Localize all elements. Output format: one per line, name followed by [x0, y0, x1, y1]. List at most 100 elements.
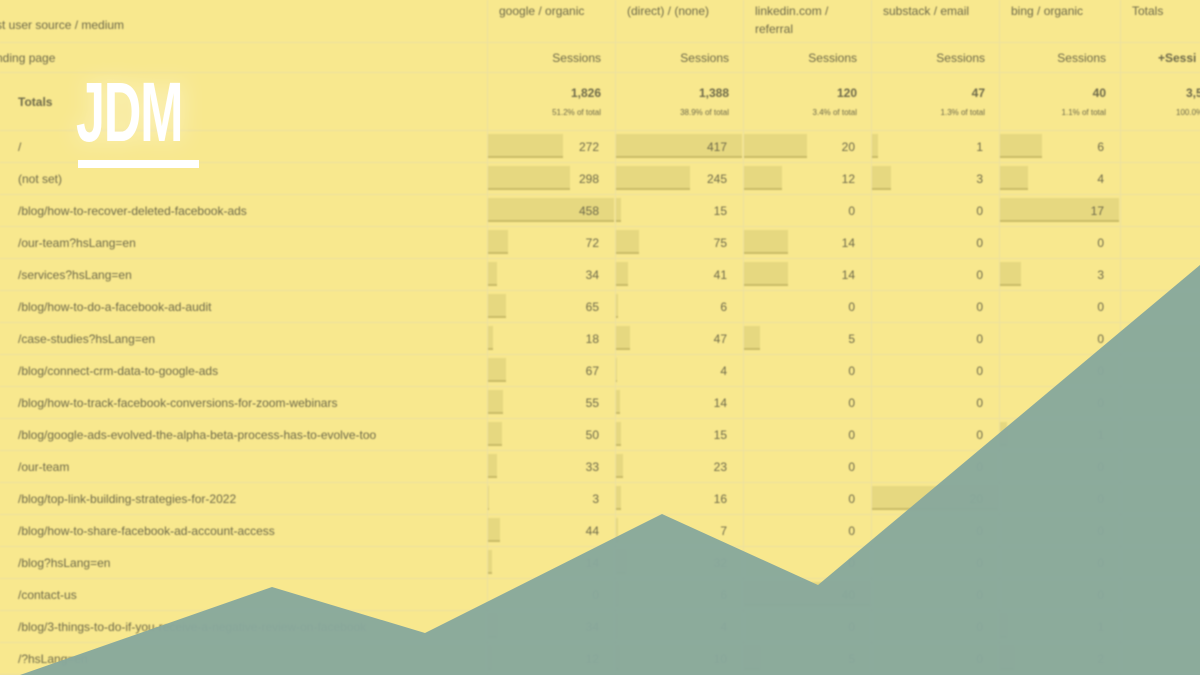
- cell-value: 47: [713, 332, 727, 346]
- row-divider: [0, 418, 1200, 419]
- cell-value: 458: [578, 204, 599, 218]
- cell-value: 17: [1090, 204, 1104, 218]
- cell-value: 245: [706, 172, 727, 186]
- cell-bar: [744, 262, 789, 286]
- cell-bar: [744, 134, 807, 158]
- row-divider: [0, 42, 1200, 43]
- row-divider: [0, 482, 1200, 483]
- cell-value: 0: [976, 396, 983, 410]
- column-header: linkedin.com / referral: [755, 4, 829, 36]
- row-divider: [0, 354, 1200, 355]
- cell-bar: [872, 134, 879, 158]
- metric-header: Sessions: [808, 51, 857, 65]
- cell-bar: [616, 294, 618, 318]
- cell-bar: [744, 326, 760, 350]
- landing-page: /blog/how-to-track-facebook-conversions-…: [18, 396, 338, 410]
- cell-bar: [488, 294, 506, 318]
- cell-value: 0: [976, 364, 983, 378]
- cell-value: 0: [1097, 300, 1104, 314]
- cell-bar: [872, 166, 891, 190]
- mountain-shape: [20, 265, 1200, 675]
- cell-bar: [616, 230, 639, 254]
- cell-value: 3: [976, 172, 983, 186]
- cell-value: 3: [1097, 268, 1104, 282]
- total-value: 1,826: [570, 86, 601, 100]
- cell-value: 272: [578, 140, 599, 154]
- row-divider: [0, 194, 1200, 195]
- total-value: 120: [836, 86, 857, 100]
- cell-value: 0: [976, 236, 983, 250]
- cell-value: 0: [848, 428, 855, 442]
- cell-value: 15: [713, 428, 727, 442]
- row-divider: [0, 450, 1200, 451]
- cell-bar: [616, 262, 629, 286]
- cell-bar: [488, 358, 507, 382]
- cell-value: 44: [585, 524, 599, 538]
- cell-value: 0: [976, 204, 983, 218]
- cell-bar: [488, 422, 502, 446]
- cell-value: 0: [848, 300, 855, 314]
- metric-header: Sessions: [680, 51, 729, 65]
- cell-value: 6: [1097, 140, 1104, 154]
- cell-value: 41: [713, 268, 727, 282]
- cell-value: 15: [713, 204, 727, 218]
- total-share: 3.4% of total: [812, 108, 857, 117]
- cell-bar: [616, 166, 691, 190]
- cell-bar: [488, 166, 570, 190]
- cell-value: 14: [713, 396, 727, 410]
- cell-value: 65: [585, 300, 599, 314]
- logo-underline: [78, 160, 199, 168]
- landing-page: /case-studies?hsLang=en: [18, 332, 156, 346]
- metric-header: Sessions: [936, 51, 985, 65]
- row-divider: [0, 130, 1200, 131]
- cell-bar: [488, 518, 501, 542]
- landing-page: /blog/top-link-building-strategies-for-2…: [18, 492, 237, 506]
- landing-page: /blog/how-to-share-facebook-ad-account-a…: [18, 524, 275, 538]
- cell-value: 14: [841, 268, 855, 282]
- cell-value: 417: [706, 140, 727, 154]
- row-divider: [0, 290, 1200, 291]
- cell-value: 0: [976, 300, 983, 314]
- cell-value: 0: [848, 364, 855, 378]
- row-divider: [0, 386, 1200, 387]
- cell-value: 34: [585, 268, 599, 282]
- cell-bar: [616, 358, 618, 382]
- cell-value: 3: [592, 492, 599, 506]
- cell-value: 14: [841, 236, 855, 250]
- landing-page: /blog/how-to-do-a-facebook-ad-audit: [18, 300, 212, 314]
- landing-page: /blog/connect-crm-data-to-google-ads: [18, 364, 219, 378]
- column-divider: [743, 0, 744, 675]
- cell-value: 18: [585, 332, 599, 346]
- cell-value: 0: [976, 332, 983, 346]
- total-share: 51.2% of total: [552, 108, 601, 117]
- dimension-label: st user source / medium: [0, 18, 125, 32]
- cell-bar: [744, 166, 782, 190]
- column-divider: [999, 0, 1000, 675]
- cell-value: 5: [848, 332, 855, 346]
- cell-bar: [1000, 198, 1119, 222]
- column-header: Totals: [1132, 4, 1164, 18]
- cell-value: 298: [578, 172, 599, 186]
- landing-page: /: [18, 140, 22, 154]
- cell-value: 23: [713, 460, 727, 474]
- cell-value: 0: [976, 268, 983, 282]
- column-divider: [487, 0, 488, 675]
- cell-bar: [616, 454, 623, 478]
- metric-header: +Sessi: [1158, 51, 1197, 65]
- landing-page: /blog/how-to-recover-deleted-facebook-ad…: [18, 204, 247, 218]
- total-value: 40: [1092, 86, 1106, 100]
- cell-value: 1: [976, 140, 983, 154]
- cell-bar: [488, 390, 504, 414]
- cell-bar: [616, 326, 631, 350]
- logo: JDM: [76, 65, 183, 159]
- totals-label: Totals: [18, 95, 53, 109]
- cell-value: 0: [848, 460, 855, 474]
- cell-bar: [488, 454, 498, 478]
- cell-value: 20: [841, 140, 855, 154]
- cell-value: 4: [1097, 172, 1104, 186]
- total-share: 38.9% of total: [680, 108, 729, 117]
- landing-page: (not set): [18, 172, 63, 186]
- column-divider: [615, 0, 616, 675]
